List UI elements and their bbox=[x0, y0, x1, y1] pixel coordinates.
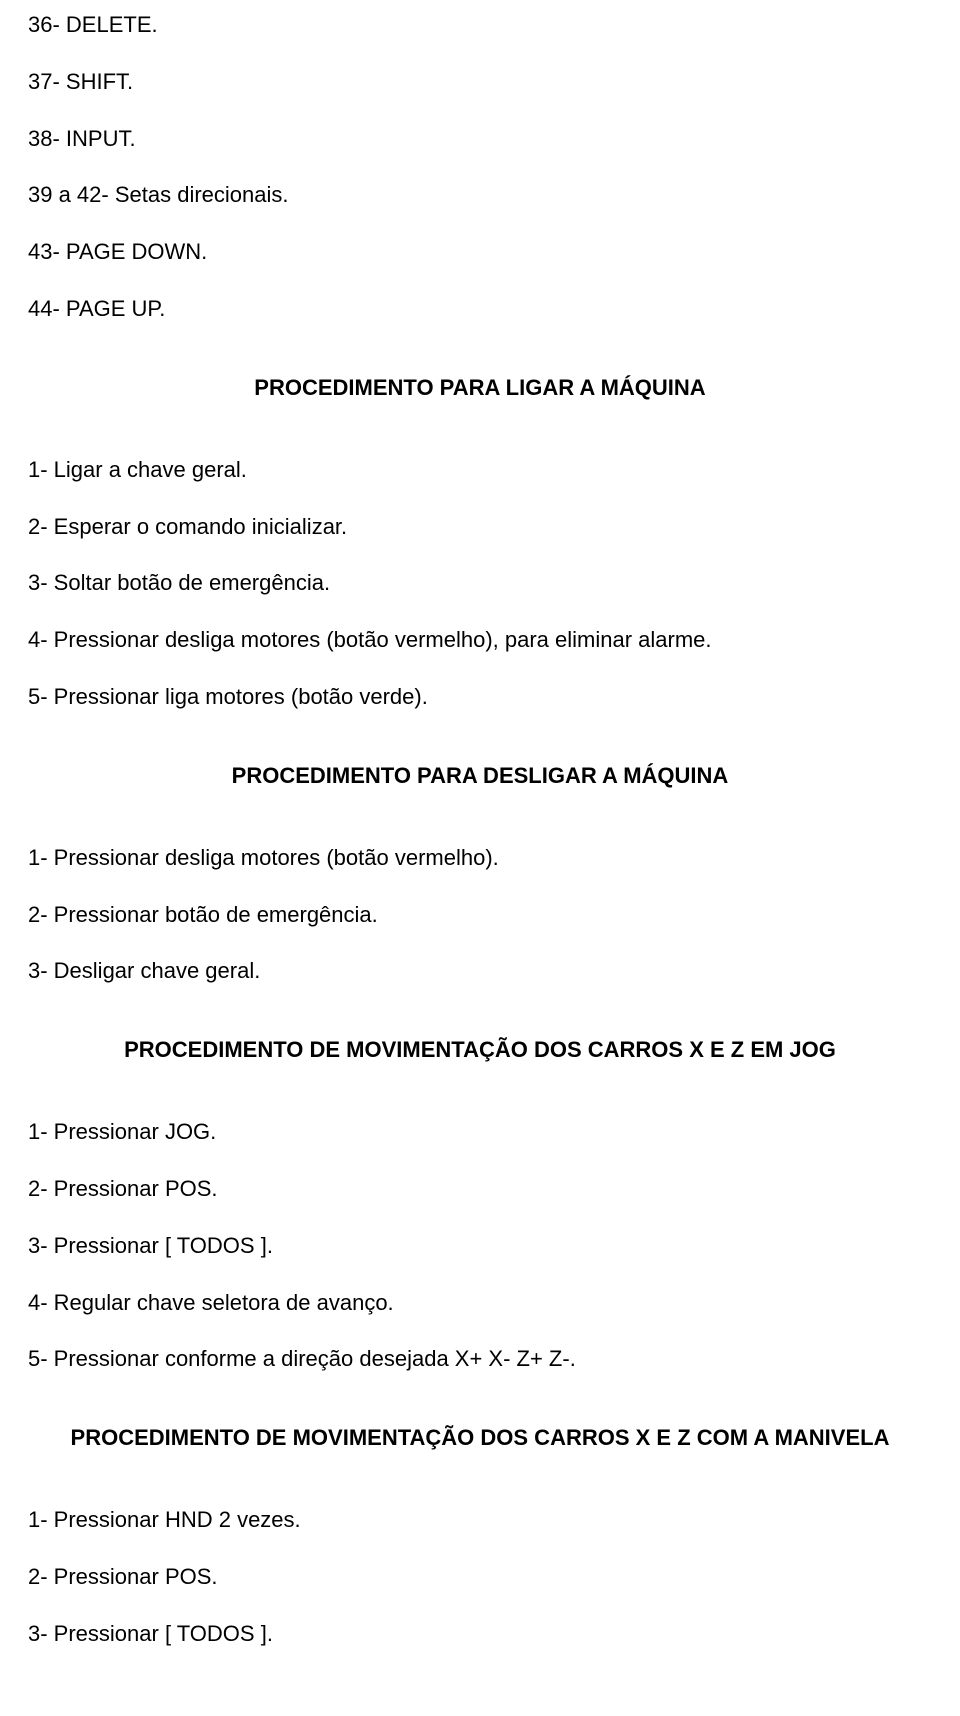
list-item: 36- DELETE. bbox=[28, 10, 932, 41]
list-item: 1- Pressionar JOG. bbox=[28, 1117, 932, 1148]
list-item: 2- Pressionar POS. bbox=[28, 1174, 932, 1205]
section-heading: PROCEDIMENTO DE MOVIMENTAÇÃO DOS CARROS … bbox=[28, 1425, 932, 1451]
list-item: 4- Regular chave seletora de avanço. bbox=[28, 1288, 932, 1319]
section-heading: PROCEDIMENTO PARA LIGAR A MÁQUINA bbox=[28, 375, 932, 401]
list-item: 44- PAGE UP. bbox=[28, 294, 932, 325]
list-item: 5- Pressionar liga motores (botão verde)… bbox=[28, 682, 932, 713]
list-item: 38- INPUT. bbox=[28, 124, 932, 155]
list-item: 1- Pressionar HND 2 vezes. bbox=[28, 1505, 932, 1536]
list-item: 2- Pressionar botão de emergência. bbox=[28, 900, 932, 931]
list-item: 37- SHIFT. bbox=[28, 67, 932, 98]
list-item: 2- Pressionar POS. bbox=[28, 1562, 932, 1593]
list-item: 5- Pressionar conforme a direção desejad… bbox=[28, 1344, 932, 1375]
section-heading: PROCEDIMENTO PARA DESLIGAR A MÁQUINA bbox=[28, 763, 932, 789]
list-item: 3- Soltar botão de emergência. bbox=[28, 568, 932, 599]
list-item: 1- Pressionar desliga motores (botão ver… bbox=[28, 843, 932, 874]
list-item: 3- Desligar chave geral. bbox=[28, 956, 932, 987]
section-heading: PROCEDIMENTO DE MOVIMENTAÇÃO DOS CARROS … bbox=[28, 1037, 932, 1063]
list-item: 3- Pressionar [ TODOS ]. bbox=[28, 1231, 932, 1262]
list-item: 1- Ligar a chave geral. bbox=[28, 455, 932, 486]
document-page: 36- DELETE. 37- SHIFT. 38- INPUT. 39 a 4… bbox=[0, 0, 960, 1716]
list-item: 3- Pressionar [ TODOS ]. bbox=[28, 1619, 932, 1650]
list-item: 2- Esperar o comando inicializar. bbox=[28, 512, 932, 543]
list-item: 39 a 42- Setas direcionais. bbox=[28, 180, 932, 211]
list-item: 4- Pressionar desliga motores (botão ver… bbox=[28, 625, 932, 656]
list-item: 43- PAGE DOWN. bbox=[28, 237, 932, 268]
